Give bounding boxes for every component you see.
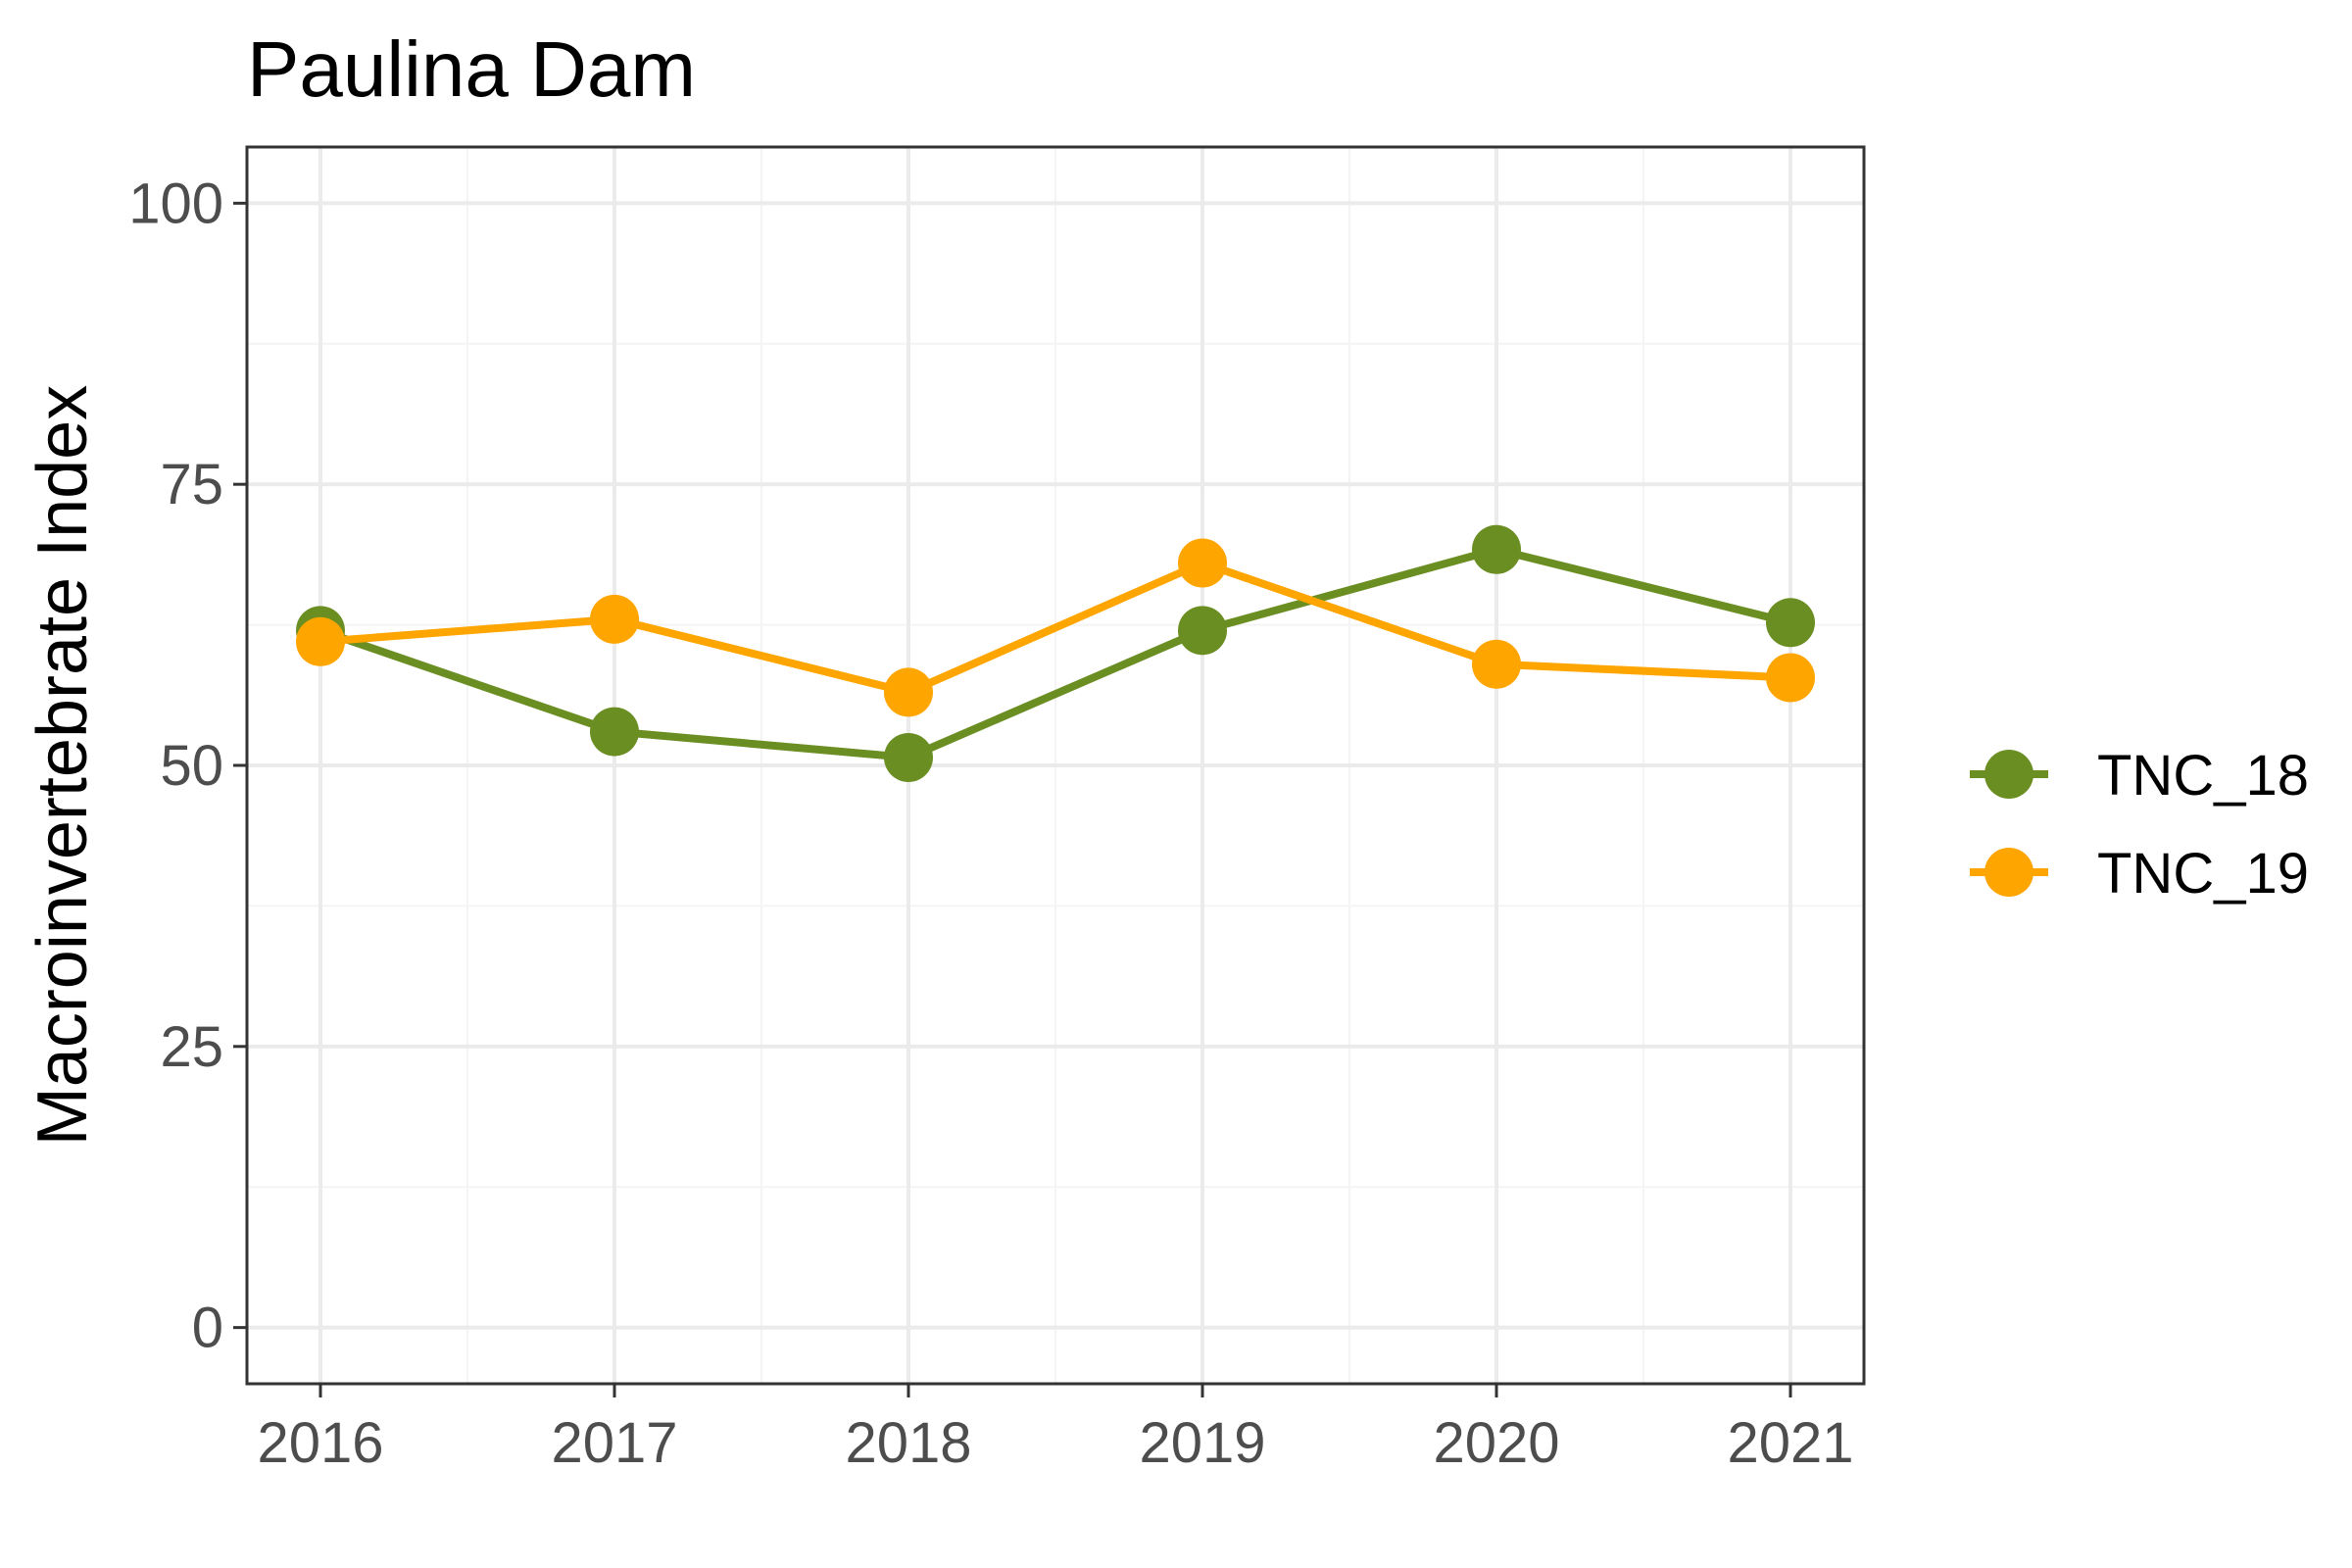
data-point bbox=[1472, 524, 1521, 574]
x-tick-label: 2021 bbox=[1727, 1411, 1853, 1475]
data-point bbox=[1472, 639, 1521, 689]
data-point bbox=[1178, 606, 1227, 656]
x-tick-label: 2020 bbox=[1433, 1411, 1559, 1475]
y-tick-label: 75 bbox=[160, 453, 223, 516]
y-tick-label: 25 bbox=[160, 1015, 223, 1079]
data-point bbox=[590, 594, 639, 644]
y-tick-label: 0 bbox=[192, 1297, 223, 1360]
x-tick-label: 2018 bbox=[845, 1411, 971, 1475]
axes: 0 25 50 75 100 2016 2017 2018 2019 2020 2021 bbox=[128, 172, 1853, 1475]
legend-key-point bbox=[1984, 848, 2034, 897]
y-tick-label: 50 bbox=[160, 734, 223, 798]
series-TNC_19 bbox=[296, 538, 1815, 717]
data-point bbox=[590, 707, 639, 757]
y-tick-label: 100 bbox=[128, 172, 223, 235]
grid bbox=[247, 147, 1864, 1384]
legend-item-TNC_19: TNC_19 bbox=[1970, 842, 2309, 906]
legend: TNC_18 TNC_19 bbox=[1970, 744, 2309, 906]
x-tick-label: 2019 bbox=[1139, 1411, 1265, 1475]
chart-title: Paulina Dam bbox=[247, 25, 696, 113]
data-point bbox=[884, 732, 933, 782]
legend-label: TNC_19 bbox=[2097, 842, 2309, 906]
legend-label: TNC_18 bbox=[2097, 744, 2309, 808]
x-tick-label: 2016 bbox=[257, 1411, 383, 1475]
legend-key-point bbox=[1984, 750, 2034, 799]
data-point bbox=[1178, 538, 1227, 588]
series-line bbox=[319, 559, 1791, 697]
legend-item-TNC_18: TNC_18 bbox=[1970, 744, 2309, 808]
y-axis-title: Macroinvertebrate Index bbox=[24, 385, 102, 1146]
data-point bbox=[884, 667, 933, 717]
series-TNC_18 bbox=[296, 524, 1815, 782]
data-point bbox=[1766, 653, 1815, 703]
x-tick-label: 2017 bbox=[551, 1411, 677, 1475]
data-point bbox=[296, 616, 345, 666]
series-line bbox=[318, 545, 1791, 761]
data-point bbox=[1766, 598, 1815, 648]
series-layer bbox=[296, 524, 1815, 782]
